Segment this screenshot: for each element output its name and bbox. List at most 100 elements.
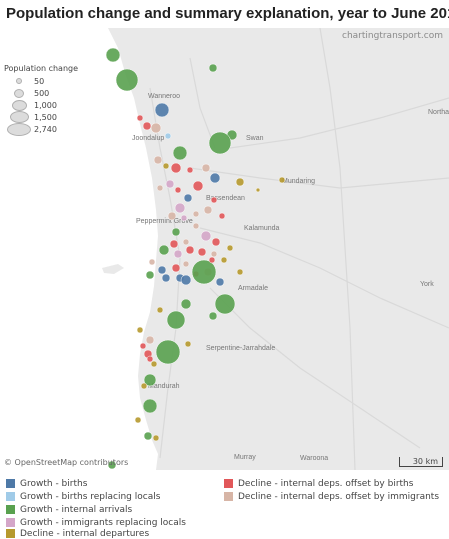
legend-item-growth-births-replacing[interactable]: Growth - births replacing locals	[6, 491, 160, 502]
map-point-decline-offset-immigrants[interactable]	[182, 260, 190, 268]
map-canvas[interactable]: Wanneroo Joondalup Swan Mundaring Bassendean…	[0, 28, 449, 470]
map-point-decline-offset-births[interactable]	[174, 186, 182, 194]
map-point-decline-offset-immigrants[interactable]	[192, 210, 200, 218]
place-label: York	[420, 281, 434, 288]
map-point-decline-internal-departures[interactable]	[255, 187, 261, 193]
map-point-decline-offset-immigrants[interactable]	[201, 163, 211, 173]
map-point-growth-internal-arrivals[interactable]	[115, 68, 139, 92]
map-point-growth-internal-arrivals[interactable]	[208, 131, 232, 155]
size-legend-label: 2,740	[34, 124, 57, 134]
map-point-growth-births[interactable]	[157, 265, 167, 275]
page-title: Population change and summary explanatio…	[6, 5, 449, 22]
map-point-growth-internal-arrivals[interactable]	[208, 311, 218, 321]
map-point-growth-internal-arrivals[interactable]	[107, 460, 117, 470]
map-point-decline-internal-departures[interactable]	[140, 382, 148, 390]
map-point-decline-offset-immigrants[interactable]	[145, 335, 155, 345]
map-point-decline-offset-births[interactable]	[142, 121, 152, 131]
map-point-decline-offset-births[interactable]	[139, 342, 147, 350]
map-point-growth-immigrants-replacing[interactable]	[200, 230, 212, 242]
map-panel[interactable]: Wanneroo Joondalup Swan Mundaring Bassendean…	[0, 28, 449, 470]
map-point-decline-internal-departures[interactable]	[226, 244, 234, 252]
map-point-decline-internal-departures[interactable]	[220, 256, 228, 264]
legend-label: Growth - immigrants replacing locals	[20, 517, 186, 528]
place-label: Mundaring	[282, 178, 315, 185]
map-point-growth-internal-arrivals[interactable]	[143, 373, 157, 387]
map-point-decline-offset-births[interactable]	[210, 196, 218, 204]
map-point-decline-offset-births[interactable]	[197, 247, 207, 257]
map-point-decline-internal-departures[interactable]	[156, 306, 164, 314]
map-point-decline-offset-immigrants[interactable]	[203, 205, 213, 215]
map-point-decline-offset-births[interactable]	[169, 239, 179, 249]
map-point-growth-births-replacing[interactable]	[164, 132, 172, 140]
map-point-decline-internal-departures[interactable]	[162, 162, 170, 170]
map-point-growth-internal-arrivals[interactable]	[105, 47, 121, 63]
map-point-decline-internal-departures[interactable]	[150, 360, 158, 368]
legend-item-growth-internal-arrivals[interactable]: Growth - internal arrivals	[6, 504, 132, 515]
legend-swatch	[224, 479, 233, 488]
map-point-growth-internal-arrivals[interactable]	[142, 398, 158, 414]
map-point-decline-offset-immigrants[interactable]	[153, 155, 163, 165]
legend-item-decline-offset-immigrants[interactable]: Decline - internal deps. offset by immig…	[224, 491, 439, 502]
map-point-growth-births[interactable]	[154, 102, 170, 118]
map-point-growth-internal-arrivals[interactable]	[214, 293, 236, 315]
map-point-decline-internal-departures[interactable]	[184, 340, 192, 348]
map-point-growth-internal-arrivals[interactable]	[155, 339, 181, 365]
map-point-growth-internal-arrivals[interactable]	[180, 298, 192, 310]
map-point-growth-internal-arrivals[interactable]	[166, 310, 186, 330]
map-point-decline-offset-births[interactable]	[136, 114, 144, 122]
map-point-decline-offset-births[interactable]	[185, 245, 195, 255]
map-point-growth-immigrants-replacing[interactable]	[180, 214, 188, 222]
map-point-growth-internal-arrivals[interactable]	[158, 244, 170, 256]
legend-item-decline-offset-births[interactable]: Decline - internal deps. offset by birth…	[224, 478, 413, 489]
map-point-decline-offset-immigrants[interactable]	[182, 238, 190, 246]
place-label: Waroona	[300, 455, 328, 462]
legend-swatch	[6, 505, 15, 514]
map-point-growth-internal-arrivals[interactable]	[145, 270, 155, 280]
place-label: Peppermint Grove	[136, 218, 193, 225]
map-point-growth-births[interactable]	[209, 172, 221, 184]
map-point-decline-offset-immigrants[interactable]	[167, 211, 177, 221]
map-point-decline-internal-departures[interactable]	[236, 268, 244, 276]
map-point-decline-offset-births[interactable]	[218, 212, 226, 220]
size-legend-label: 1,500	[34, 112, 57, 122]
legend-item-growth-births[interactable]: Growth - births	[6, 478, 87, 489]
map-point-growth-internal-arrivals[interactable]	[143, 431, 153, 441]
map-attribution[interactable]: © OpenStreetMap contributors	[4, 458, 129, 467]
map-point-growth-births[interactable]	[215, 277, 225, 287]
legend-label: Decline - internal deps. offset by immig…	[238, 491, 440, 502]
map-point-decline-offset-births[interactable]	[208, 256, 216, 264]
map-point-decline-offset-births[interactable]	[170, 162, 182, 174]
map-point-growth-immigrants-replacing[interactable]	[173, 249, 183, 259]
map-point-decline-offset-immigrants[interactable]	[150, 122, 162, 134]
map-point-decline-internal-departures[interactable]	[152, 434, 160, 442]
map-point-decline-offset-immigrants[interactable]	[156, 184, 164, 192]
map-point-decline-offset-immigrants[interactable]	[148, 258, 156, 266]
map-point-growth-internal-arrivals[interactable]	[208, 63, 218, 73]
map-point-decline-internal-departures[interactable]	[235, 177, 245, 187]
map-point-growth-births[interactable]	[180, 274, 192, 286]
size-legend-label: 1,000	[34, 100, 57, 110]
map-point-growth-births[interactable]	[183, 193, 193, 203]
legend-label: Growth - births replacing locals	[20, 491, 161, 502]
map-point-decline-offset-immigrants[interactable]	[192, 222, 200, 230]
map-point-decline-offset-births[interactable]	[211, 237, 221, 247]
map-point-decline-internal-departures[interactable]	[278, 176, 286, 184]
map-point-growth-immigrants-replacing[interactable]	[174, 202, 186, 214]
map-point-decline-internal-departures[interactable]	[134, 416, 142, 424]
map-point-growth-internal-arrivals[interactable]	[171, 227, 181, 237]
place-label: Northam	[428, 109, 449, 116]
map-point-growth-immigrants-replacing[interactable]	[165, 179, 175, 189]
map-point-growth-births[interactable]	[161, 273, 171, 283]
legend-item-decline-internal-departures[interactable]: Decline - internal departures	[6, 528, 149, 539]
map-point-growth-internal-arrivals[interactable]	[172, 145, 188, 161]
map-point-decline-offset-births[interactable]	[146, 355, 154, 363]
map-point-decline-offset-immigrants[interactable]	[210, 250, 218, 258]
map-point-decline-internal-departures[interactable]	[136, 326, 144, 334]
legend-item-growth-immigrants[interactable]: Growth - immigrants replacing locals	[6, 517, 186, 528]
map-point-decline-offset-births[interactable]	[171, 263, 181, 273]
map-point-decline-offset-births[interactable]	[192, 180, 204, 192]
legend-label: Growth - births	[20, 478, 88, 489]
map-point-decline-offset-births[interactable]	[186, 166, 194, 174]
map-point-growth-internal-arrivals[interactable]	[191, 259, 217, 285]
size-legend-label: 500	[34, 88, 50, 98]
